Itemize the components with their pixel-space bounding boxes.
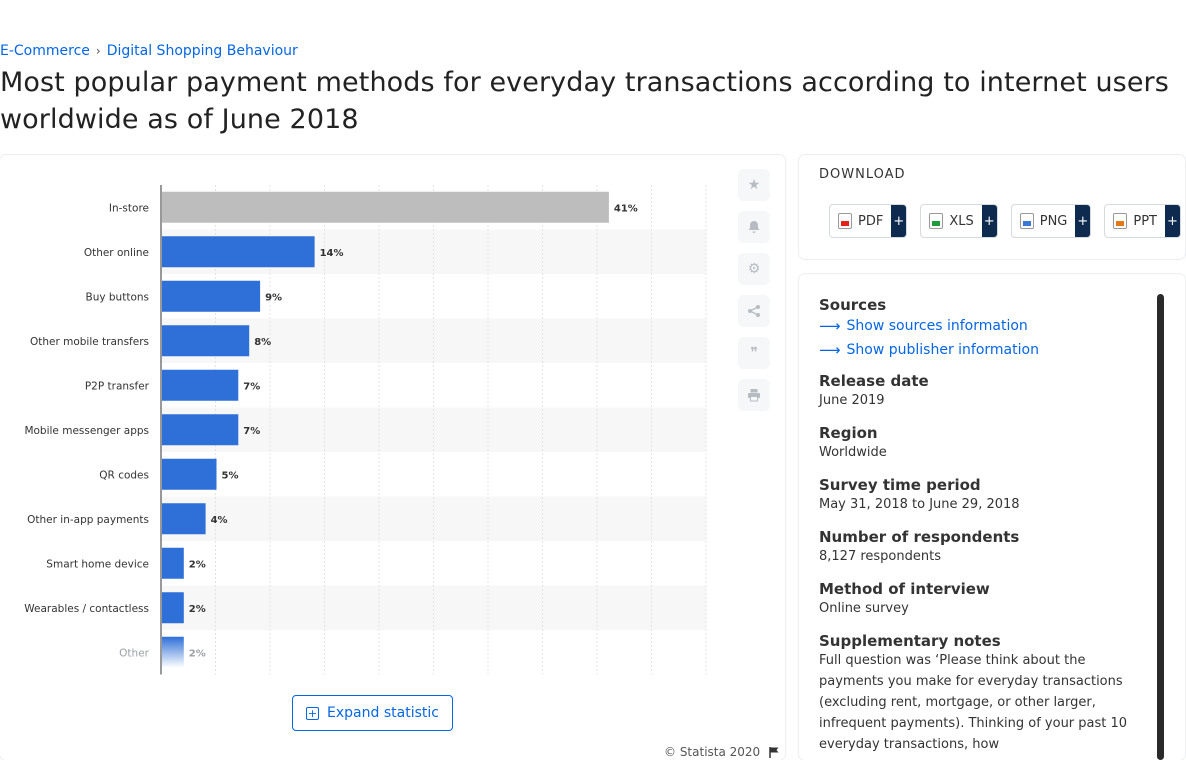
interview-method-value: Online survey (819, 601, 909, 616)
value-label: 14% (320, 248, 344, 259)
download-pdf-label: PDF (858, 213, 884, 229)
copyright: © Statista 2020 (664, 745, 780, 759)
flag-icon[interactable] (768, 746, 780, 758)
survey-period-title: Survey time period (819, 476, 981, 494)
category-label: Other mobile transfers (30, 336, 149, 348)
statistic-info-card: Sources ⟶ Show sources information ⟶ Sho… (799, 274, 1185, 760)
value-label: 41% (614, 203, 638, 214)
category-label: Other (119, 647, 149, 659)
bar-buy-buttons (162, 280, 261, 312)
supplementary-notes-title: Supplementary notes (819, 632, 1001, 650)
category-label: Other online (84, 247, 149, 259)
survey-period-value: May 31, 2018 to June 29, 2018 (819, 497, 1020, 512)
download-title: DOWNLOAD (819, 167, 906, 182)
download-xls-button[interactable]: XLS + (920, 204, 998, 238)
category-label: Mobile messenger apps (24, 425, 149, 437)
add-ppt-button[interactable]: + (1165, 205, 1180, 237)
value-label: 2% (189, 559, 206, 570)
add-png-button[interactable]: + (1075, 205, 1091, 237)
expand-statistic-label: Expand statistic (327, 705, 439, 721)
show-publisher-link[interactable]: ⟶ Show publisher information (819, 338, 1149, 362)
category-label: In-store (109, 202, 149, 214)
breadcrumb-item-digital-shopping[interactable]: Digital Shopping Behaviour (106, 43, 298, 59)
bar-wearables-contactless (162, 592, 184, 624)
category-label: Wearables / contactless (24, 603, 149, 615)
value-label: 7% (243, 426, 260, 437)
download-png-button[interactable]: PNG + (1010, 204, 1092, 238)
copyright-text: © Statista 2020 (664, 745, 761, 759)
sources-title: Sources (819, 296, 887, 314)
bar-other (162, 636, 184, 668)
info-scrollbar[interactable] (1157, 294, 1164, 760)
bar-other-mobile-transfers (162, 325, 250, 357)
download-ppt-label: PPT (1133, 213, 1157, 229)
value-label: 9% (265, 292, 282, 303)
bar-other-in-app-payments (162, 503, 206, 535)
gear-icon[interactable]: ⚙ (738, 253, 770, 285)
value-label: 8% (254, 337, 271, 348)
bar-mobile-messenger-apps (162, 414, 239, 446)
category-label: P2P transfer (85, 380, 150, 392)
show-sources-link[interactable]: ⟶ Show sources information (819, 314, 1149, 338)
region-title: Region (819, 424, 878, 442)
top-bar (0, 0, 1186, 38)
arrow-right-icon: ⟶ (819, 341, 841, 359)
print-icon[interactable] (738, 379, 770, 411)
arrow-right-icon: ⟶ (819, 317, 841, 335)
chart-card: In-store 41% Other online 14% Buy buttons 9% O… (0, 155, 785, 760)
share-icon[interactable] (738, 295, 770, 327)
chart-toolbar: ★ ⚙ ❞ (738, 169, 772, 421)
value-label: 4% (211, 515, 228, 526)
region-value: Worldwide (819, 445, 887, 460)
bar-qr-codes (162, 458, 217, 490)
value-label: 7% (243, 381, 260, 392)
plus-square-icon: + (306, 706, 320, 720)
ppt-file-icon (1113, 213, 1128, 229)
bell-icon[interactable] (738, 211, 770, 243)
value-label: 2% (189, 604, 206, 615)
breadcrumb-item-ecommerce[interactable]: E-Commerce (0, 43, 90, 59)
release-date-title: Release date (819, 372, 929, 390)
bar-smart-home-device (162, 547, 184, 579)
show-publisher-label: Show publisher information (846, 342, 1039, 358)
interview-method-title: Method of interview (819, 580, 990, 598)
show-sources-label: Show sources information (846, 318, 1028, 334)
supplementary-notes-value: Full question was ‘Please think about th… (819, 653, 1128, 752)
row-stripe (161, 585, 706, 630)
bar-other-online (162, 236, 315, 268)
release-date-value: June 2019 (819, 393, 885, 408)
add-xls-button[interactable]: + (981, 205, 997, 237)
download-ppt-button[interactable]: PPT + (1104, 204, 1181, 238)
download-png-label: PNG (1039, 213, 1068, 229)
download-pdf-button[interactable]: PDF + (829, 204, 908, 238)
expand-statistic-button[interactable]: + Expand statistic (292, 695, 453, 731)
breadcrumb: E-Commerce › Digital Shopping Behaviour (0, 43, 298, 59)
png-file-icon (1019, 213, 1034, 229)
page-title: Most popular payment methods for everyda… (0, 67, 1169, 135)
value-label: 5% (222, 470, 239, 481)
category-label: Other in-app payments (27, 514, 149, 526)
download-xls-label: XLS (949, 213, 974, 229)
respondents-title: Number of respondents (819, 528, 1020, 546)
star-icon[interactable]: ★ (738, 169, 770, 201)
quote-icon[interactable]: ❞ (738, 337, 770, 369)
bar-chart: In-store 41% Other online 14% Buy buttons 9% O… (24, 185, 707, 675)
download-card: DOWNLOAD PDF + XLS + PNG + PPT + (799, 155, 1185, 259)
category-label: Smart home device (46, 558, 149, 570)
category-label: QR codes (99, 469, 149, 481)
respondents-value: 8,127 respondents (819, 549, 941, 564)
download-buttons: PDF + XLS + PNG + PPT + (829, 204, 1181, 238)
bar-in-store (162, 191, 609, 223)
bar-p2p-transfer (162, 369, 239, 401)
category-label: Buy buttons (85, 291, 149, 303)
breadcrumb-separator: › (95, 44, 101, 58)
pdf-file-icon (838, 213, 852, 229)
add-pdf-button[interactable]: + (891, 205, 907, 237)
value-label: 2% (189, 648, 206, 659)
xls-file-icon (929, 213, 944, 229)
